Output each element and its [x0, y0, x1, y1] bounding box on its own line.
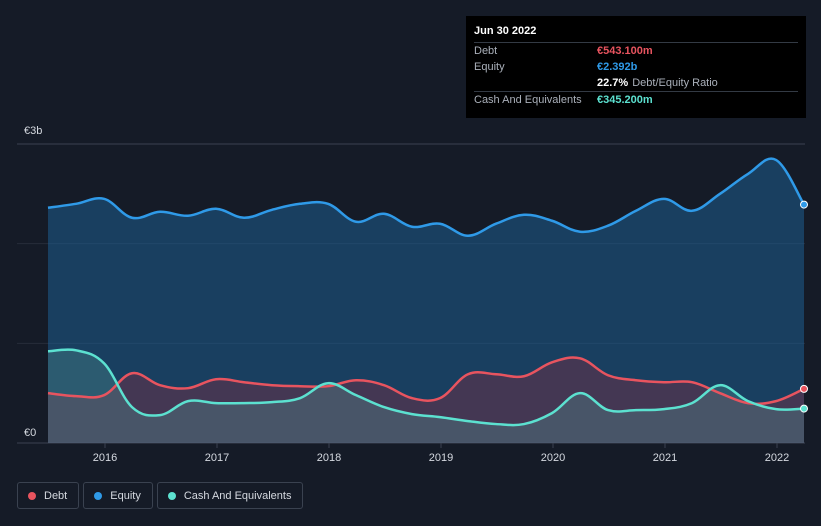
x-axis-ticks: 2016 2017 2018 2019 2020 2021 2022 — [93, 443, 789, 464]
endpoint-debt — [800, 384, 808, 393]
tooltip-row-ratio: 22.7% Debt/Equity Ratio — [474, 75, 798, 91]
y-tick-label: €3b — [24, 125, 42, 137]
x-tick-label: 2020 — [541, 452, 565, 464]
endpoint-cash-and-equivalents — [800, 404, 808, 413]
series-lines — [47, 157, 806, 427]
line-cash-and-equivalents — [47, 348, 805, 427]
legend-label: Equity — [110, 489, 141, 502]
tooltip-label: Cash And Equivalents — [474, 94, 582, 106]
legend-dot-icon — [28, 491, 36, 500]
tooltip-value: €2.392b — [597, 61, 638, 73]
x-tick-label: 2016 — [93, 452, 117, 464]
legend-item-equity[interactable]: Equity — [83, 482, 153, 509]
x-tick-label: 2021 — [653, 452, 677, 464]
legend-label: Cash And Equivalents — [183, 489, 292, 502]
endpoint-equity — [800, 200, 808, 209]
x-tick-label: 2022 — [765, 452, 789, 464]
tooltip-date: Jun 30 2022 — [474, 25, 537, 37]
y-tick-label: €0 — [24, 427, 36, 439]
legend-dot-icon — [167, 491, 176, 500]
series-endpoints — [800, 200, 808, 413]
tooltip-ratio-label: Debt/Equity Ratio — [632, 77, 718, 89]
area-cash-and-equivalents — [48, 349, 804, 443]
legend: Debt Equity Cash And Equivalents — [17, 482, 304, 509]
legend-item-debt[interactable]: Debt — [17, 482, 80, 509]
area-debt — [48, 357, 804, 443]
tooltip-label — [474, 75, 597, 91]
legend-item-cash[interactable]: Cash And Equivalents — [156, 482, 304, 509]
y-axis-ticks: €3b €0 — [24, 125, 42, 439]
x-tick-label: 2017 — [205, 452, 229, 464]
x-tick-label: 2019 — [429, 452, 453, 464]
line-equity — [47, 157, 806, 237]
x-tick-label: 2018 — [317, 452, 341, 464]
tooltip-row-equity: Equity €2.392b — [474, 59, 798, 75]
series-areas — [48, 158, 804, 444]
tooltip-value: 22.7% — [597, 77, 629, 89]
tooltip-label: Equity — [474, 61, 505, 73]
tooltip-panel: Jun 30 2022 Debt €543.100m Equity €2.392… — [466, 16, 806, 118]
tooltip-row-debt: Debt €543.100m — [474, 42, 798, 59]
area-equity — [48, 158, 804, 444]
line-debt — [47, 356, 805, 406]
tooltip-value: €543.100m — [597, 45, 653, 57]
tooltip-value: €345.200m — [597, 94, 653, 106]
legend-dot-icon — [94, 491, 103, 500]
tooltip-row-cash: Cash And Equivalents €345.200m — [474, 91, 798, 108]
legend-label: Debt — [44, 489, 68, 502]
tooltip-label: Debt — [474, 45, 498, 57]
